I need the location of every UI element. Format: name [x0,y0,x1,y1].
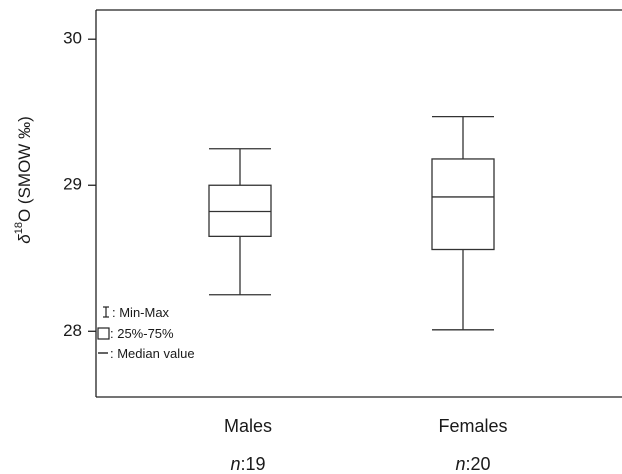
y-ticks: 28 29 30 [63,29,96,340]
legend-iqr-text: : 25%-75% [110,326,174,341]
iqr-legend-icon [97,327,110,340]
y-tick-label: 30 [63,29,82,48]
n-label-females: n:20 [455,454,490,474]
category-label-females: Females [438,416,507,436]
n-label-males: n:19 [230,454,265,474]
category-label-males: Males [224,416,272,436]
minmax-legend-icon [103,306,109,318]
iqr-box-males [208,184,272,238]
boxes-group [208,115,495,331]
legend-minmax-text: : Min-Max [112,305,170,320]
y-tick-label: 29 [63,175,82,194]
y-tick-label: 28 [63,321,82,340]
legend: : Min-Max : 25%-75% : Median value [97,305,195,361]
iqr-box-females [431,158,495,251]
y-axis-label: δ18O (SMOW ‰) [13,116,35,243]
legend-median-text: : Median value [110,346,195,361]
